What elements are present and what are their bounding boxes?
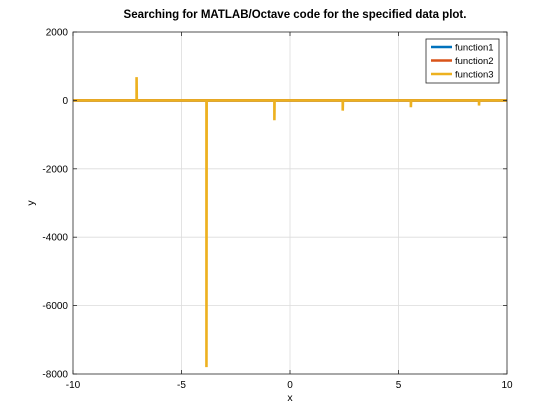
x-axis-label: x — [287, 392, 293, 404]
y-tick-label: -2000 — [42, 164, 68, 175]
legend-label-function3: function3 — [455, 69, 494, 80]
chart-title: Searching for MATLAB/Octave code for the… — [124, 9, 467, 21]
y-axis-label: y — [25, 200, 37, 206]
series-lines — [73, 77, 507, 368]
legend-label-function1: function1 — [455, 42, 494, 53]
y-tick-label: 0 — [62, 96, 68, 107]
legend: function1 function2 function3 — [425, 38, 500, 84]
legend-entries: function1 function2 function3 — [431, 42, 494, 80]
x-tick-label: 5 — [396, 380, 402, 391]
x-tick-label: -10 — [66, 380, 81, 391]
legend-label-function2: function2 — [455, 56, 494, 67]
x-tick-label: 0 — [287, 380, 293, 391]
y-tick-label: -6000 — [42, 301, 68, 312]
series-line-function3 — [73, 77, 507, 368]
x-tick-label: 10 — [501, 380, 513, 391]
y-tick-label: 2000 — [46, 28, 69, 39]
x-tick-label: -5 — [177, 380, 186, 391]
axis-ticks: -10 -5 0 5 10 -8000 -6000 -4000 -2000 0 2000 — [42, 28, 513, 392]
y-tick-label: -4000 — [42, 233, 68, 244]
y-tick-label: -8000 — [42, 370, 68, 381]
